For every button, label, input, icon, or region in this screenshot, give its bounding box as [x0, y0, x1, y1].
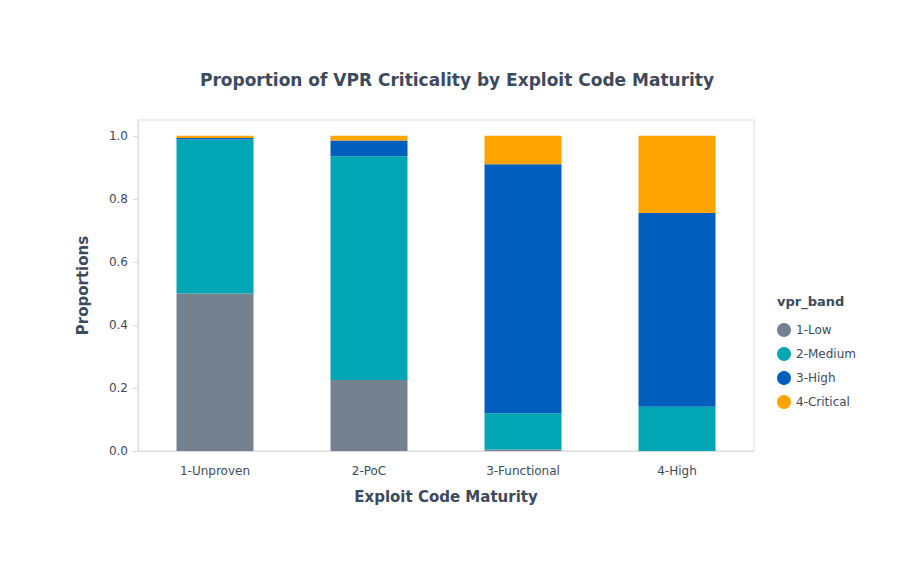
svg-text:2-Medium: 2-Medium: [796, 347, 856, 361]
svg-text:Proportions: Proportions: [74, 236, 92, 335]
svg-text:0.0: 0.0: [109, 444, 128, 458]
svg-text:0.4: 0.4: [109, 318, 128, 332]
svg-text:vpr_band: vpr_band: [777, 294, 844, 310]
svg-text:1-Unproven: 1-Unproven: [180, 464, 250, 478]
svg-text:1-Low: 1-Low: [796, 323, 832, 337]
svg-text:Exploit Code Maturity: Exploit Code Maturity: [354, 488, 538, 506]
svg-text:3-Functional: 3-Functional: [486, 464, 560, 478]
svg-text:0.8: 0.8: [109, 192, 128, 206]
svg-text:2-PoC: 2-PoC: [352, 464, 387, 478]
svg-text:0.2: 0.2: [109, 381, 128, 395]
svg-text:4-High: 4-High: [657, 464, 697, 478]
svg-text:4-Critical: 4-Critical: [796, 395, 850, 409]
svg-text:Proportion of VPR Criticality: Proportion of VPR Criticality by Exploit…: [200, 70, 714, 90]
svg-text:0.6: 0.6: [109, 255, 128, 269]
svg-text:1.0: 1.0: [109, 129, 128, 143]
svg-text:3-High: 3-High: [796, 371, 836, 385]
